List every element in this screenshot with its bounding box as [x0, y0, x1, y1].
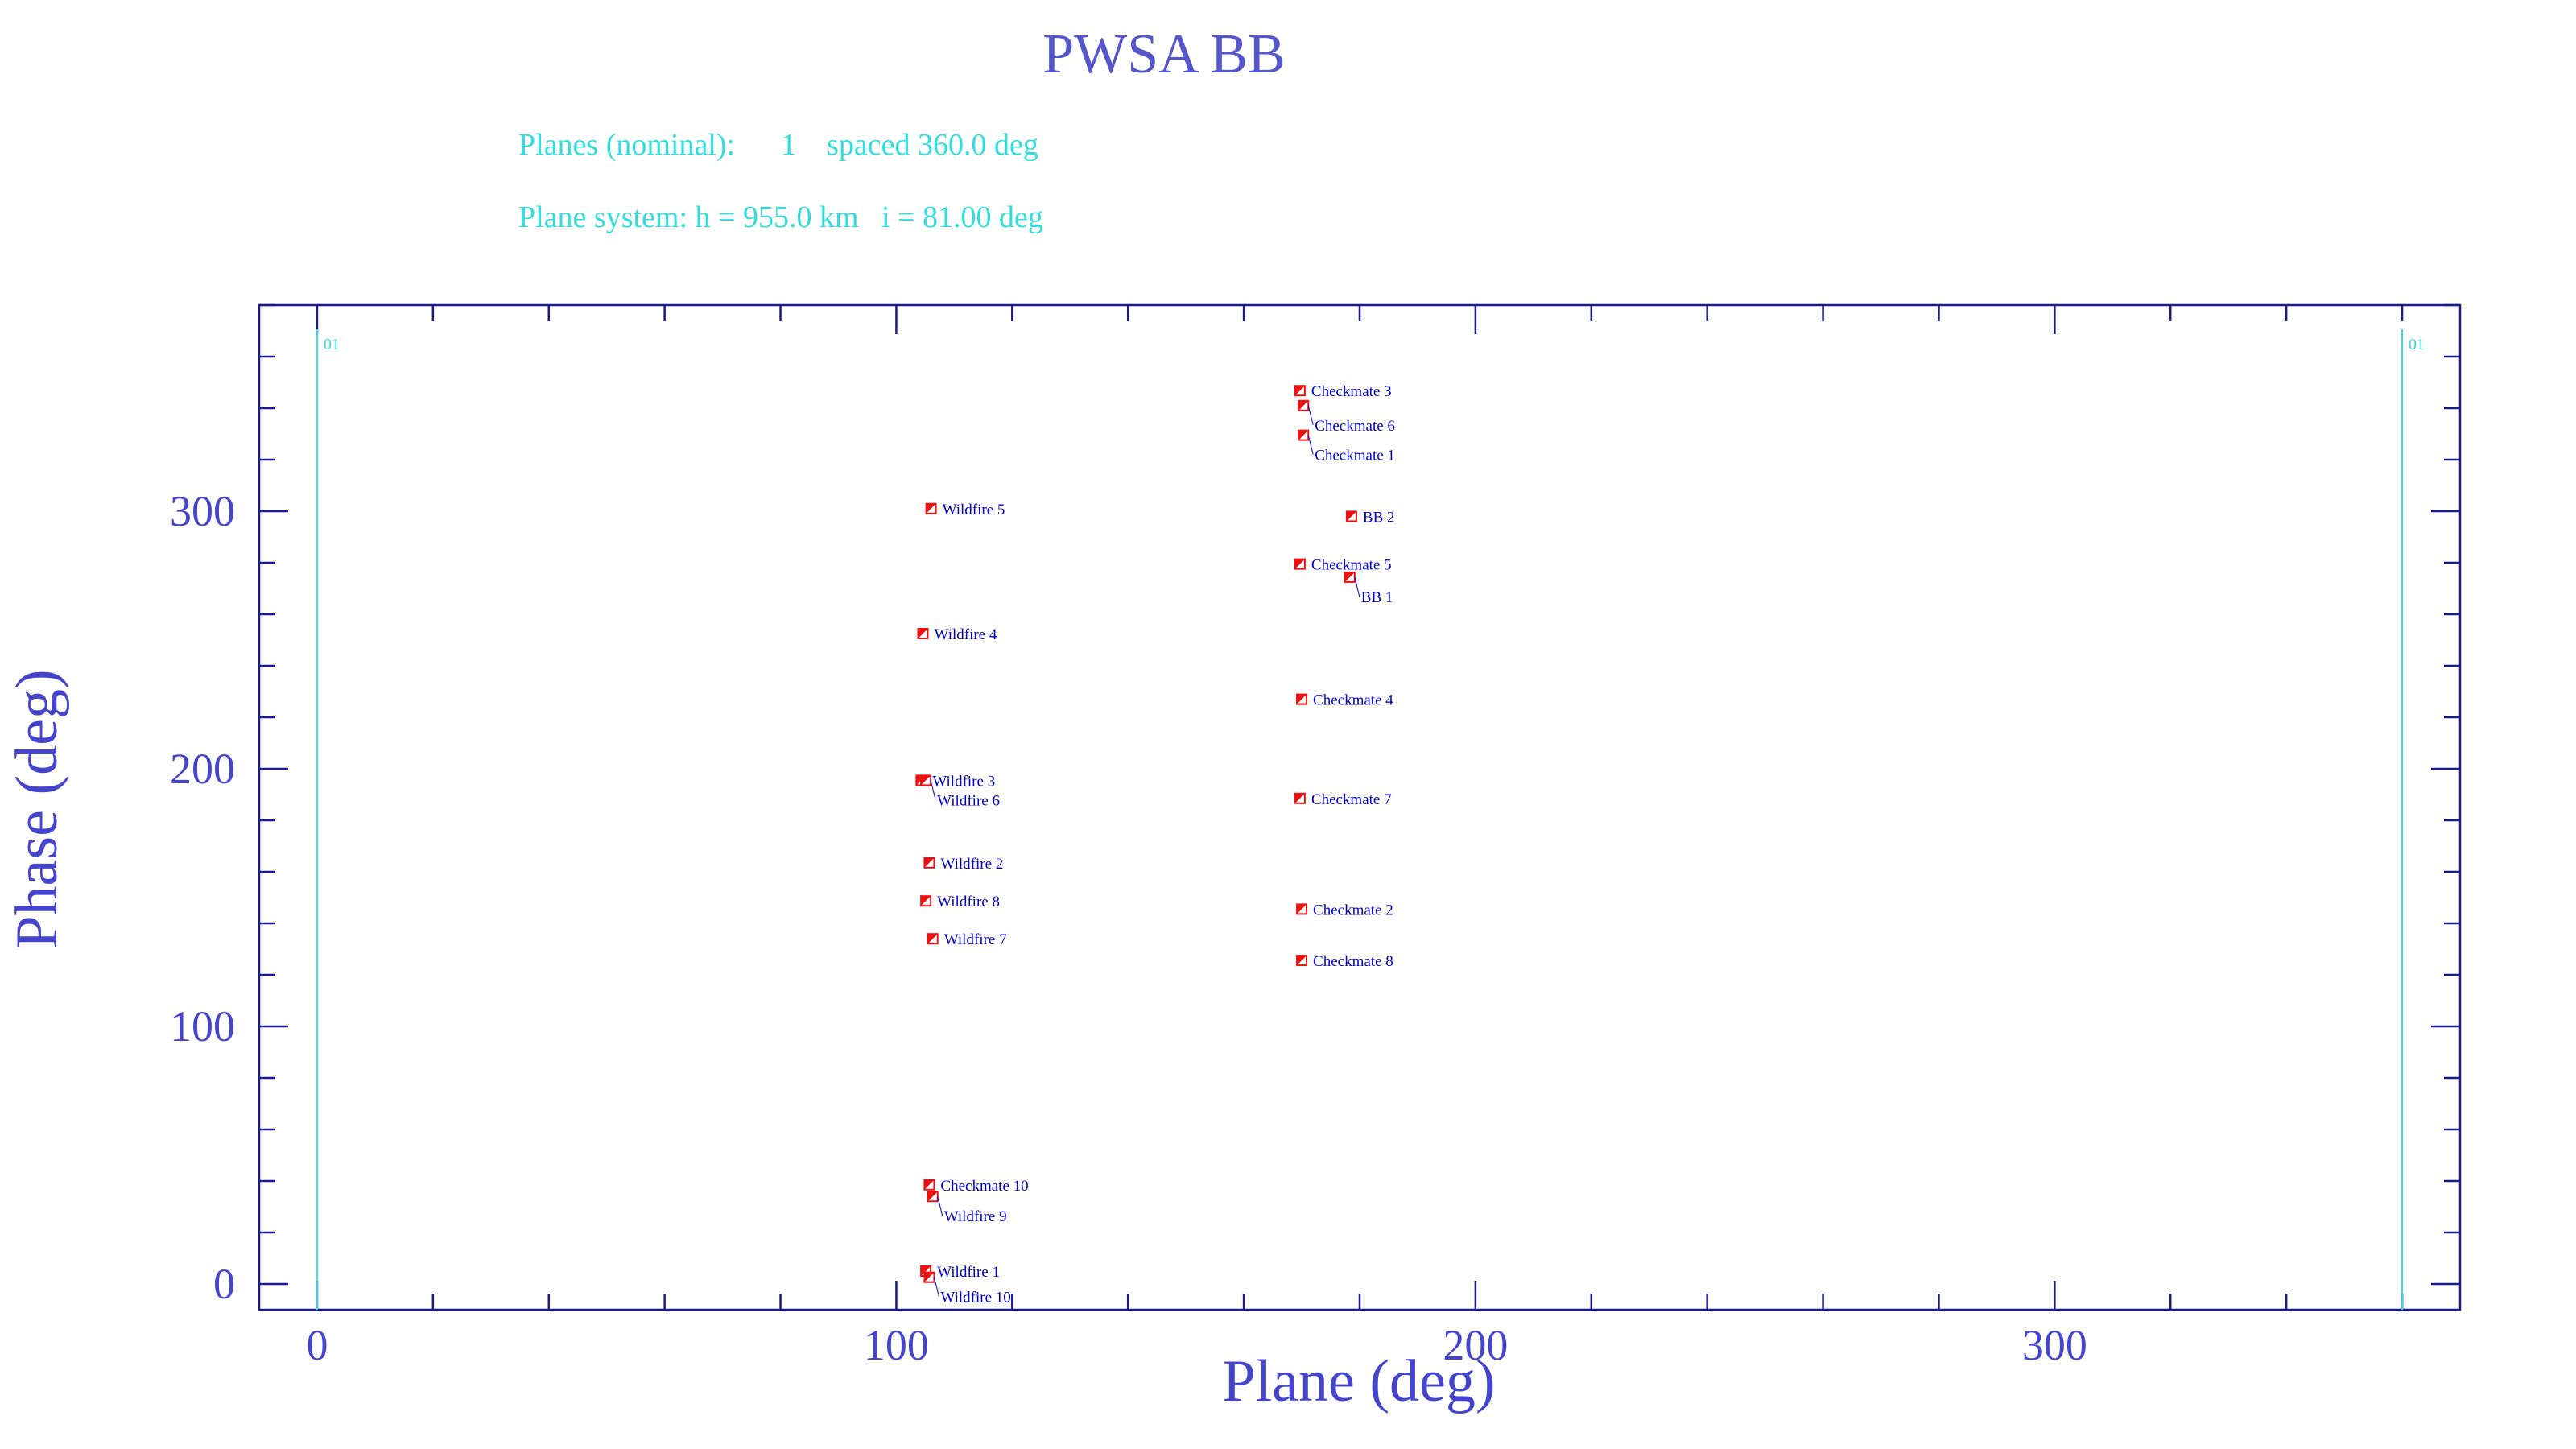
point-marker-fill: [921, 775, 931, 786]
axes: 0 100 200 300 0 100 200 300: [170, 303, 2462, 1369]
point-marker-fill: [921, 1266, 931, 1276]
x-tick-label: 0: [306, 1321, 328, 1369]
point-label: Checkmate 3: [1311, 383, 1392, 400]
data-point: Wildfire 2: [923, 856, 1003, 873]
y-axis-label: Phase (deg): [4, 669, 70, 948]
data-point: Wildfire 9: [927, 1191, 1007, 1225]
y-tick-label: 0: [213, 1260, 235, 1308]
point-label: Wildfire 4: [935, 626, 997, 643]
plane-lines: 01 01: [316, 329, 2425, 1310]
y-tick-label: 300: [170, 487, 235, 535]
point-label: Wildfire 1: [937, 1264, 1000, 1281]
data-point: Wildfire 10: [923, 1271, 1011, 1307]
data-point: Checkmate 3: [1294, 383, 1392, 400]
point-label: Checkmate 1: [1315, 448, 1395, 464]
data-point: Checkmate 8: [1296, 953, 1393, 970]
data-point: Wildfire 5: [925, 502, 1005, 518]
point-marker-fill: [924, 857, 935, 868]
data-point: Checkmate 2: [1296, 902, 1393, 919]
point-marker-fill: [1298, 400, 1309, 411]
point-label: Wildfire 10: [940, 1290, 1010, 1307]
x-tick-label: 300: [2022, 1321, 2087, 1369]
data-point: Checkmate 4: [1296, 692, 1393, 709]
x-tick-label: 200: [1443, 1321, 1508, 1369]
data-point: Checkmate 7: [1294, 791, 1392, 808]
x-tick-label: 100: [864, 1321, 929, 1369]
point-marker-fill: [1298, 430, 1309, 440]
chart-title: PWSA BB: [1042, 23, 1286, 85]
plane-label: 01: [2409, 336, 2425, 353]
plane-label: 01: [324, 336, 340, 353]
point-marker-fill: [1294, 386, 1305, 396]
point-label: Checkmate 2: [1313, 902, 1393, 919]
point-label: Wildfire 6: [937, 792, 1000, 809]
chart-subtitle-planes: Planes (nominal): 1 spaced 360.0 deg: [518, 128, 1038, 162]
chart-subtitle-plane-system: Plane system: h = 955.0 km i = 81.00 deg: [518, 200, 1043, 234]
label-leader-line: [1354, 576, 1360, 597]
label-leader-line: [1307, 405, 1314, 425]
point-label: BB 2: [1363, 509, 1395, 526]
point-label: Checkmate 8: [1313, 953, 1393, 970]
data-point: Checkmate 10: [923, 1178, 1029, 1195]
point-marker-fill: [926, 503, 936, 514]
data-point: Checkmate 5: [1294, 557, 1392, 574]
y-tick-label: 200: [170, 745, 235, 793]
point-label: Checkmate 4: [1313, 692, 1393, 709]
data-point: BB 1: [1344, 571, 1393, 606]
data-point: Wildfire 7: [927, 931, 1007, 948]
data-points: Checkmate 3 Checkmate 6 Checkmate 1 Wildfir…: [915, 383, 1395, 1307]
data-point: BB 2: [1345, 509, 1395, 526]
point-label: Wildfire 3: [932, 773, 995, 790]
point-marker-fill: [921, 896, 931, 906]
point-marker-fill: [1297, 956, 1307, 966]
point-marker-fill: [924, 1272, 935, 1282]
data-point: Checkmate 1: [1298, 429, 1395, 464]
point-label: Wildfire 8: [937, 894, 1000, 910]
point-marker-fill: [1346, 511, 1356, 522]
data-point: Wildfire 8: [920, 894, 1000, 910]
y-tick-label: 100: [170, 1002, 235, 1051]
data-point: Checkmate 6: [1298, 399, 1395, 435]
data-point: Wildfire 6: [920, 774, 1000, 809]
point-label: Wildfire 5: [943, 502, 1005, 518]
label-leader-line: [1307, 435, 1314, 455]
point-marker-fill: [1294, 793, 1305, 803]
point-label: Checkmate 6: [1315, 418, 1395, 435]
point-label: BB 1: [1361, 589, 1393, 606]
point-marker-fill: [1297, 694, 1307, 704]
data-point: Wildfire 4: [917, 626, 997, 643]
point-label: Checkmate 7: [1311, 791, 1392, 808]
label-leader-line: [933, 1277, 939, 1297]
label-leader-line: [937, 1196, 943, 1216]
point-marker-fill: [924, 1179, 935, 1190]
point-marker-fill: [927, 934, 938, 944]
point-marker-fill: [1297, 904, 1307, 914]
label-leader-line: [930, 780, 936, 800]
point-label: Wildfire 9: [944, 1208, 1007, 1225]
point-marker-fill: [918, 629, 928, 638]
point-marker-fill: [1294, 559, 1305, 569]
point-marker-fill: [927, 1191, 938, 1202]
x-axis-label: Plane (deg): [1222, 1348, 1495, 1414]
point-label: Wildfire 2: [940, 856, 1003, 873]
point-label: Checkmate 10: [940, 1178, 1028, 1195]
point-label: Checkmate 5: [1311, 557, 1392, 574]
point-marker-fill: [1344, 572, 1355, 582]
data-point: Wildfire 1: [920, 1264, 1000, 1281]
point-label: Wildfire 7: [944, 931, 1007, 948]
